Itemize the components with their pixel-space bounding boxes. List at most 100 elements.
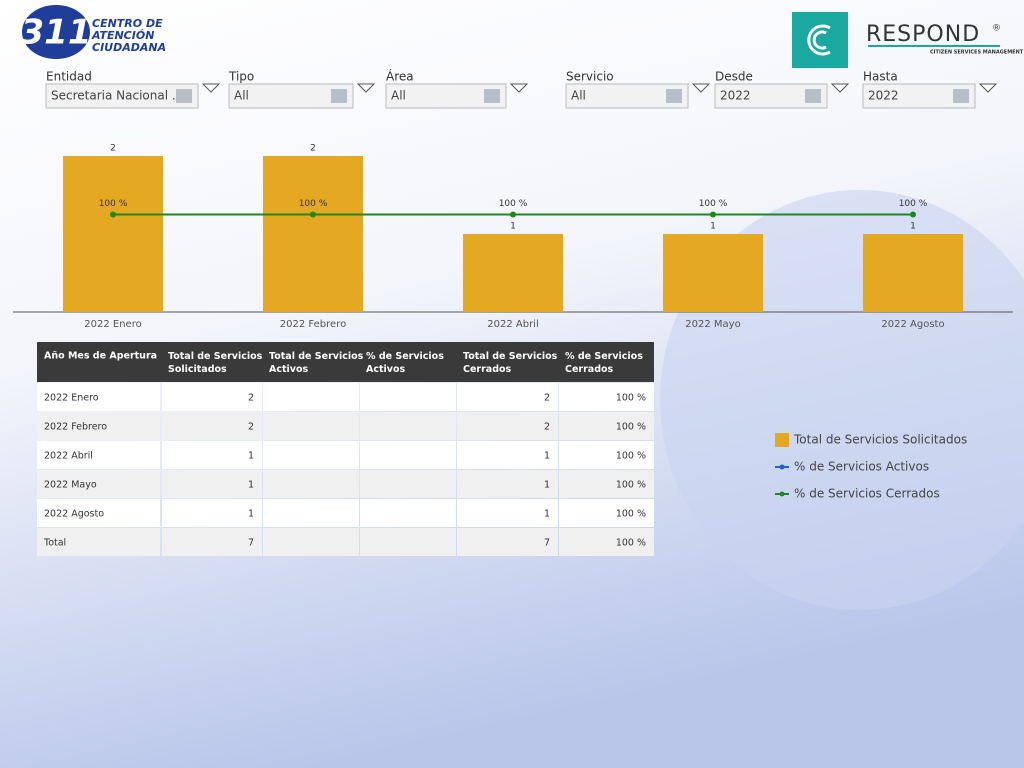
dropdown-arrow[interactable] [691, 83, 711, 93]
dropdown-arrow[interactable] [356, 83, 376, 93]
filter-value: 2022 [868, 89, 899, 103]
filter-box[interactable] [714, 83, 828, 109]
x-tick-label: 2022 Abril [487, 319, 538, 330]
table-cell [360, 441, 456, 469]
legend-label: % de Servicios Cerrados [794, 487, 940, 501]
table-cell [360, 528, 456, 556]
bar [63, 156, 163, 312]
table-cell [162, 383, 262, 411]
filter-icon [331, 89, 347, 103]
filter-value: 2022 [720, 89, 751, 103]
table-cell [457, 383, 558, 411]
filter-label: Entidad [46, 70, 92, 84]
legend-dot [779, 491, 785, 497]
filter-value: Secretaria Nacional ... [51, 89, 183, 103]
bar [663, 234, 763, 312]
filter-box[interactable] [385, 83, 507, 109]
cell-text: Total [43, 538, 66, 549]
legend-label: % de Servicios Activos [794, 460, 929, 474]
filter-icon [666, 89, 682, 103]
brand-mark: ® [992, 24, 1001, 34]
table-cell [559, 441, 654, 469]
dropdown-arrow[interactable] [830, 83, 850, 93]
cell-text: 2 [544, 393, 550, 404]
x-tick-label: 2022 Febrero [280, 319, 346, 330]
table-cell [457, 470, 558, 498]
cell-text: 7 [248, 538, 254, 549]
table-cell [263, 528, 359, 556]
table-cell [37, 412, 160, 440]
data-label: 100 % [899, 199, 928, 209]
filter-box[interactable] [565, 83, 689, 109]
cell-text: 1 [248, 480, 254, 491]
table-cell [360, 499, 456, 527]
filter-value: All [571, 89, 586, 103]
logo-line: ATENCIÓN [91, 29, 154, 42]
filter-value: All [391, 89, 406, 103]
bar [263, 156, 363, 312]
table-cell [559, 499, 654, 527]
data-label: 100 % [99, 199, 128, 209]
column-header: Año Mes de Apertura [44, 351, 157, 362]
cell-text: 1 [544, 480, 550, 491]
line-point [910, 211, 916, 218]
data-label: 100 % [299, 199, 328, 209]
table-cell [360, 412, 456, 440]
filter-value: All [234, 89, 249, 103]
table-cell [37, 441, 160, 469]
cell-text: 100 % [616, 422, 646, 433]
cell-text: 100 % [616, 480, 646, 491]
x-tick-label: 2022 Enero [84, 319, 141, 330]
table-cell [559, 528, 654, 556]
filter-label: Desde [715, 70, 753, 84]
cell-text: 100 % [616, 509, 646, 520]
column-header: % de Servicios Cerrados [565, 351, 643, 375]
table-cell [457, 412, 558, 440]
table-header [37, 342, 654, 382]
table-cell [162, 470, 262, 498]
cell-text: 7 [544, 538, 550, 549]
dropdown-arrow[interactable] [978, 83, 998, 93]
table-cell [457, 441, 558, 469]
cell-text: 2 [248, 422, 254, 433]
cell-text: 2 [248, 393, 254, 404]
data-label: 2 [310, 144, 316, 154]
x-tick-label: 2022 Agosto [881, 319, 944, 330]
data-label: 1 [710, 222, 716, 232]
data-label: 100 % [699, 199, 728, 209]
table-cell [263, 412, 359, 440]
brand-tagline: CITIZEN SERVICES MANAGEMENT [930, 50, 1024, 56]
table-cell [162, 528, 262, 556]
cell-text: 2022 Enero [44, 393, 99, 404]
filter-label: Servicio [566, 70, 614, 84]
legend-dot [779, 464, 785, 470]
cell-text: 2022 Agosto [44, 509, 104, 520]
dropdown-arrow[interactable] [509, 83, 529, 93]
table-cell [37, 499, 160, 527]
filter-label: Área [386, 69, 414, 84]
line-point [110, 211, 116, 218]
filter-box[interactable] [45, 83, 199, 109]
dropdown-arrow[interactable] [201, 83, 221, 93]
table-cell [457, 528, 558, 556]
table-cell [559, 383, 654, 411]
column-header: Total de Servicios Solicitados [168, 351, 263, 375]
data-label: 100 % [499, 199, 528, 209]
logo-line: CIUDADANA [92, 41, 166, 54]
cell-text: 100 % [616, 451, 646, 462]
legend-swatch [775, 433, 789, 447]
filter-icon [176, 89, 192, 103]
filter-label: Hasta [863, 70, 898, 84]
respond-swirl [807, 24, 831, 56]
table-cell [360, 470, 456, 498]
cell-text: 1 [248, 509, 254, 520]
table-cell [37, 528, 160, 556]
logo-311 [22, 5, 90, 59]
brand: RESPOND [866, 22, 980, 47]
table-cell [162, 412, 262, 440]
data-label: 1 [910, 222, 916, 232]
table-cell [457, 499, 558, 527]
cell-text: 1 [248, 451, 254, 462]
line-point [510, 211, 516, 218]
cell-text: 1 [544, 509, 550, 520]
